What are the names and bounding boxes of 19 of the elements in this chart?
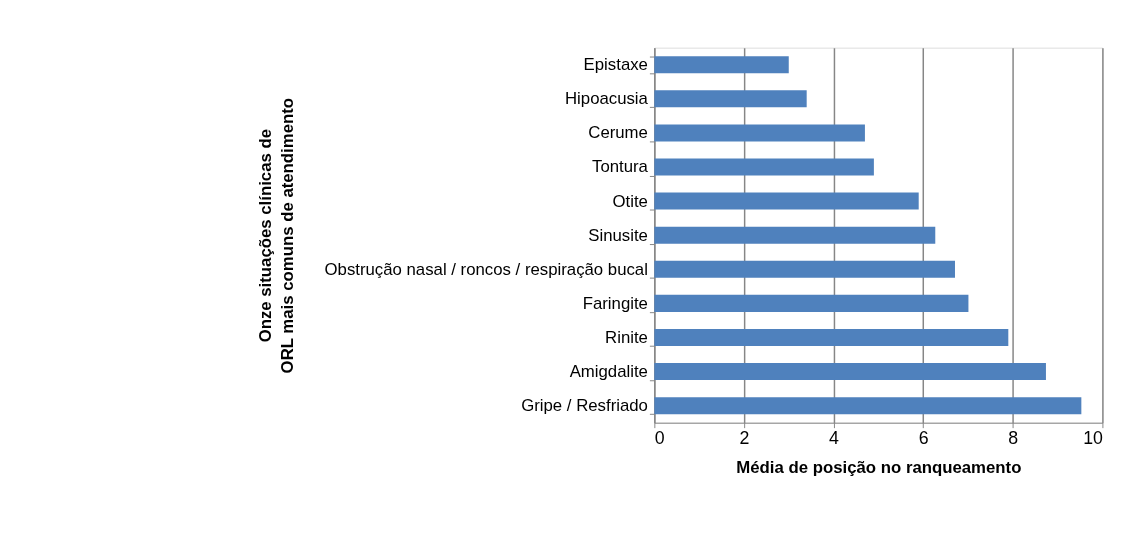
x-tick-label: 10 [1083,427,1104,448]
y-tick-label: Faringite [582,293,648,313]
y-axis-title: Onze situações clínicas de ORL mais comuns de atendimento [255,97,297,374]
y-tick-label: Amigdalite [569,361,648,381]
y-tick-label: Gripe / Resfriado [521,396,648,416]
x-tick-label: 2 [739,427,750,448]
x-tick-label: 6 [918,427,929,448]
y-tick-label: Otite [612,191,648,211]
y-tick-label: Tontura [592,157,649,177]
y-tick-label: Epistaxe [583,55,648,75]
y-tick-label: Sinusite [588,225,648,245]
y-tick-label: Rinite [605,327,648,347]
x-tick-label: 4 [829,427,840,448]
y-tick-label: Cerume [588,123,648,143]
x-tick-label: 0 [654,427,665,448]
y-tick-label: Obstrução nasal / roncos / respiração bucal [324,259,648,279]
x-tick-label: 8 [1008,427,1019,448]
x-axis-title: Média de posição no ranqueamento [736,457,1022,477]
y-tick-label: Hipoacusia [564,89,649,109]
